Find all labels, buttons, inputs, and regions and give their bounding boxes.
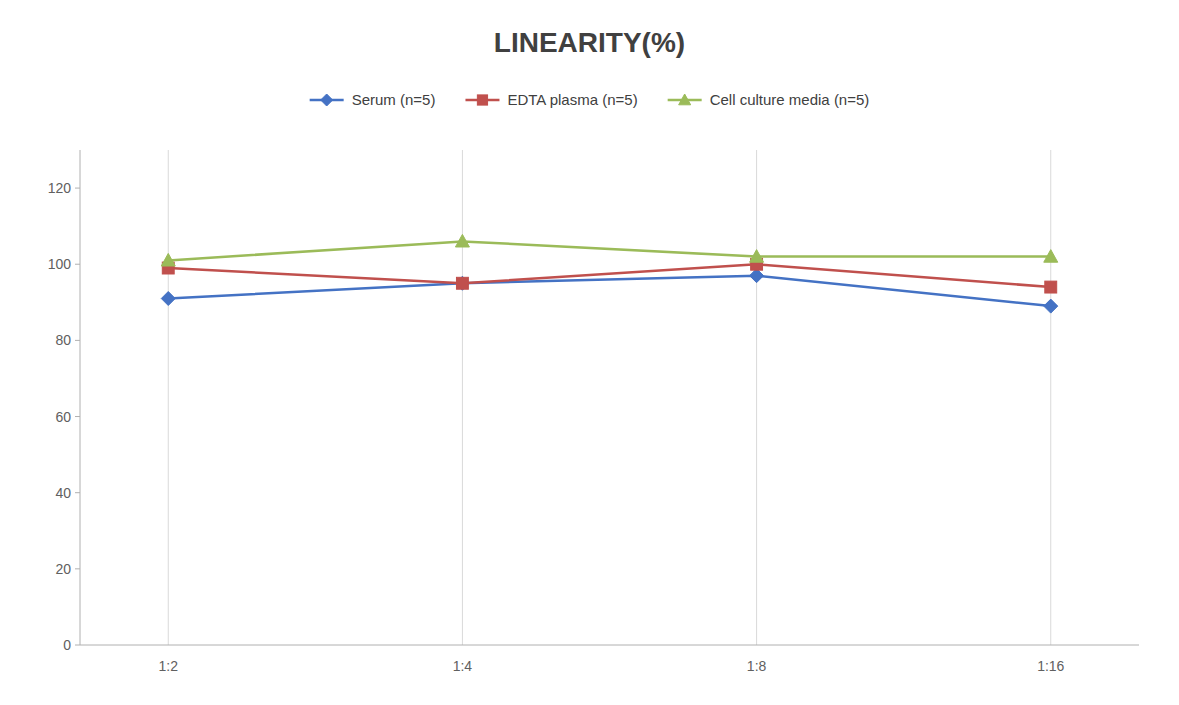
legend-swatch-marker [321,94,333,106]
y-tick [75,416,80,417]
data-point [161,292,175,306]
background [0,0,1179,705]
y-axis-line [80,150,81,645]
chart-container: LINEARITY(%) 0 20 40 60 80 100 120 1:2 1:4 1:8 1:16… [0,0,1179,705]
data-point [456,277,468,289]
legend-swatch-marker [679,94,691,105]
legend-swatch-marker [477,95,487,105]
series-line [168,241,1051,260]
series-line [168,276,1051,306]
y-tick [75,188,80,189]
x-tick-label: 1:8 [747,658,767,674]
data-point [750,269,764,283]
y-tick-label: 0 [63,637,71,653]
y-tick-label: 120 [48,180,72,196]
y-tick-label: 20 [55,561,71,577]
x-tick-label: 1:4 [453,658,473,674]
y-tick-label: 60 [55,409,71,425]
legend-item: Serum (n=5) [310,91,436,108]
legend-item: Cell culture media (n=5) [668,91,870,108]
y-tick-label: 100 [48,256,72,272]
y-tick [75,492,80,493]
series [161,234,1058,266]
y-tick-label: 80 [55,332,71,348]
legend-label: Serum (n=5) [352,91,436,108]
series-line [168,264,1051,287]
legend: Serum (n=5) EDTA plasma (n=5) Cell culture… [310,91,870,108]
y-tick [75,568,80,569]
x-tick-label: 1:16 [1037,658,1064,674]
axes: 0 20 40 60 80 100 120 1:2 1:4 1:8 1:16 [48,150,1139,674]
x-axis-line [80,645,1139,646]
data-point [1044,250,1058,263]
data-point [750,250,764,263]
legend-label: EDTA plasma (n=5) [507,91,637,108]
data-point [1044,299,1058,313]
chart-svg: LINEARITY(%) 0 20 40 60 80 100 120 1:2 1:4 1:8 1:16… [0,0,1179,705]
grid-line-x [1050,150,1051,645]
legend-item: EDTA plasma (n=5) [465,91,637,108]
series-group [161,234,1058,313]
chart-title: LINEARITY(%) [494,27,685,58]
y-tick [75,340,80,341]
grid-line-x [756,150,757,645]
data-point [161,253,175,266]
x-tick-label: 1:2 [159,658,179,674]
grid-line-x [462,150,463,645]
y-tick [75,645,80,646]
y-tick [75,264,80,265]
legend-label: Cell culture media (n=5) [710,91,870,108]
series [162,258,1056,293]
data-point [455,276,469,290]
data-point [455,234,469,247]
y-tick-label: 40 [55,485,71,501]
data-point [1045,281,1057,293]
grid [168,150,1051,645]
grid-line-x [168,150,169,645]
